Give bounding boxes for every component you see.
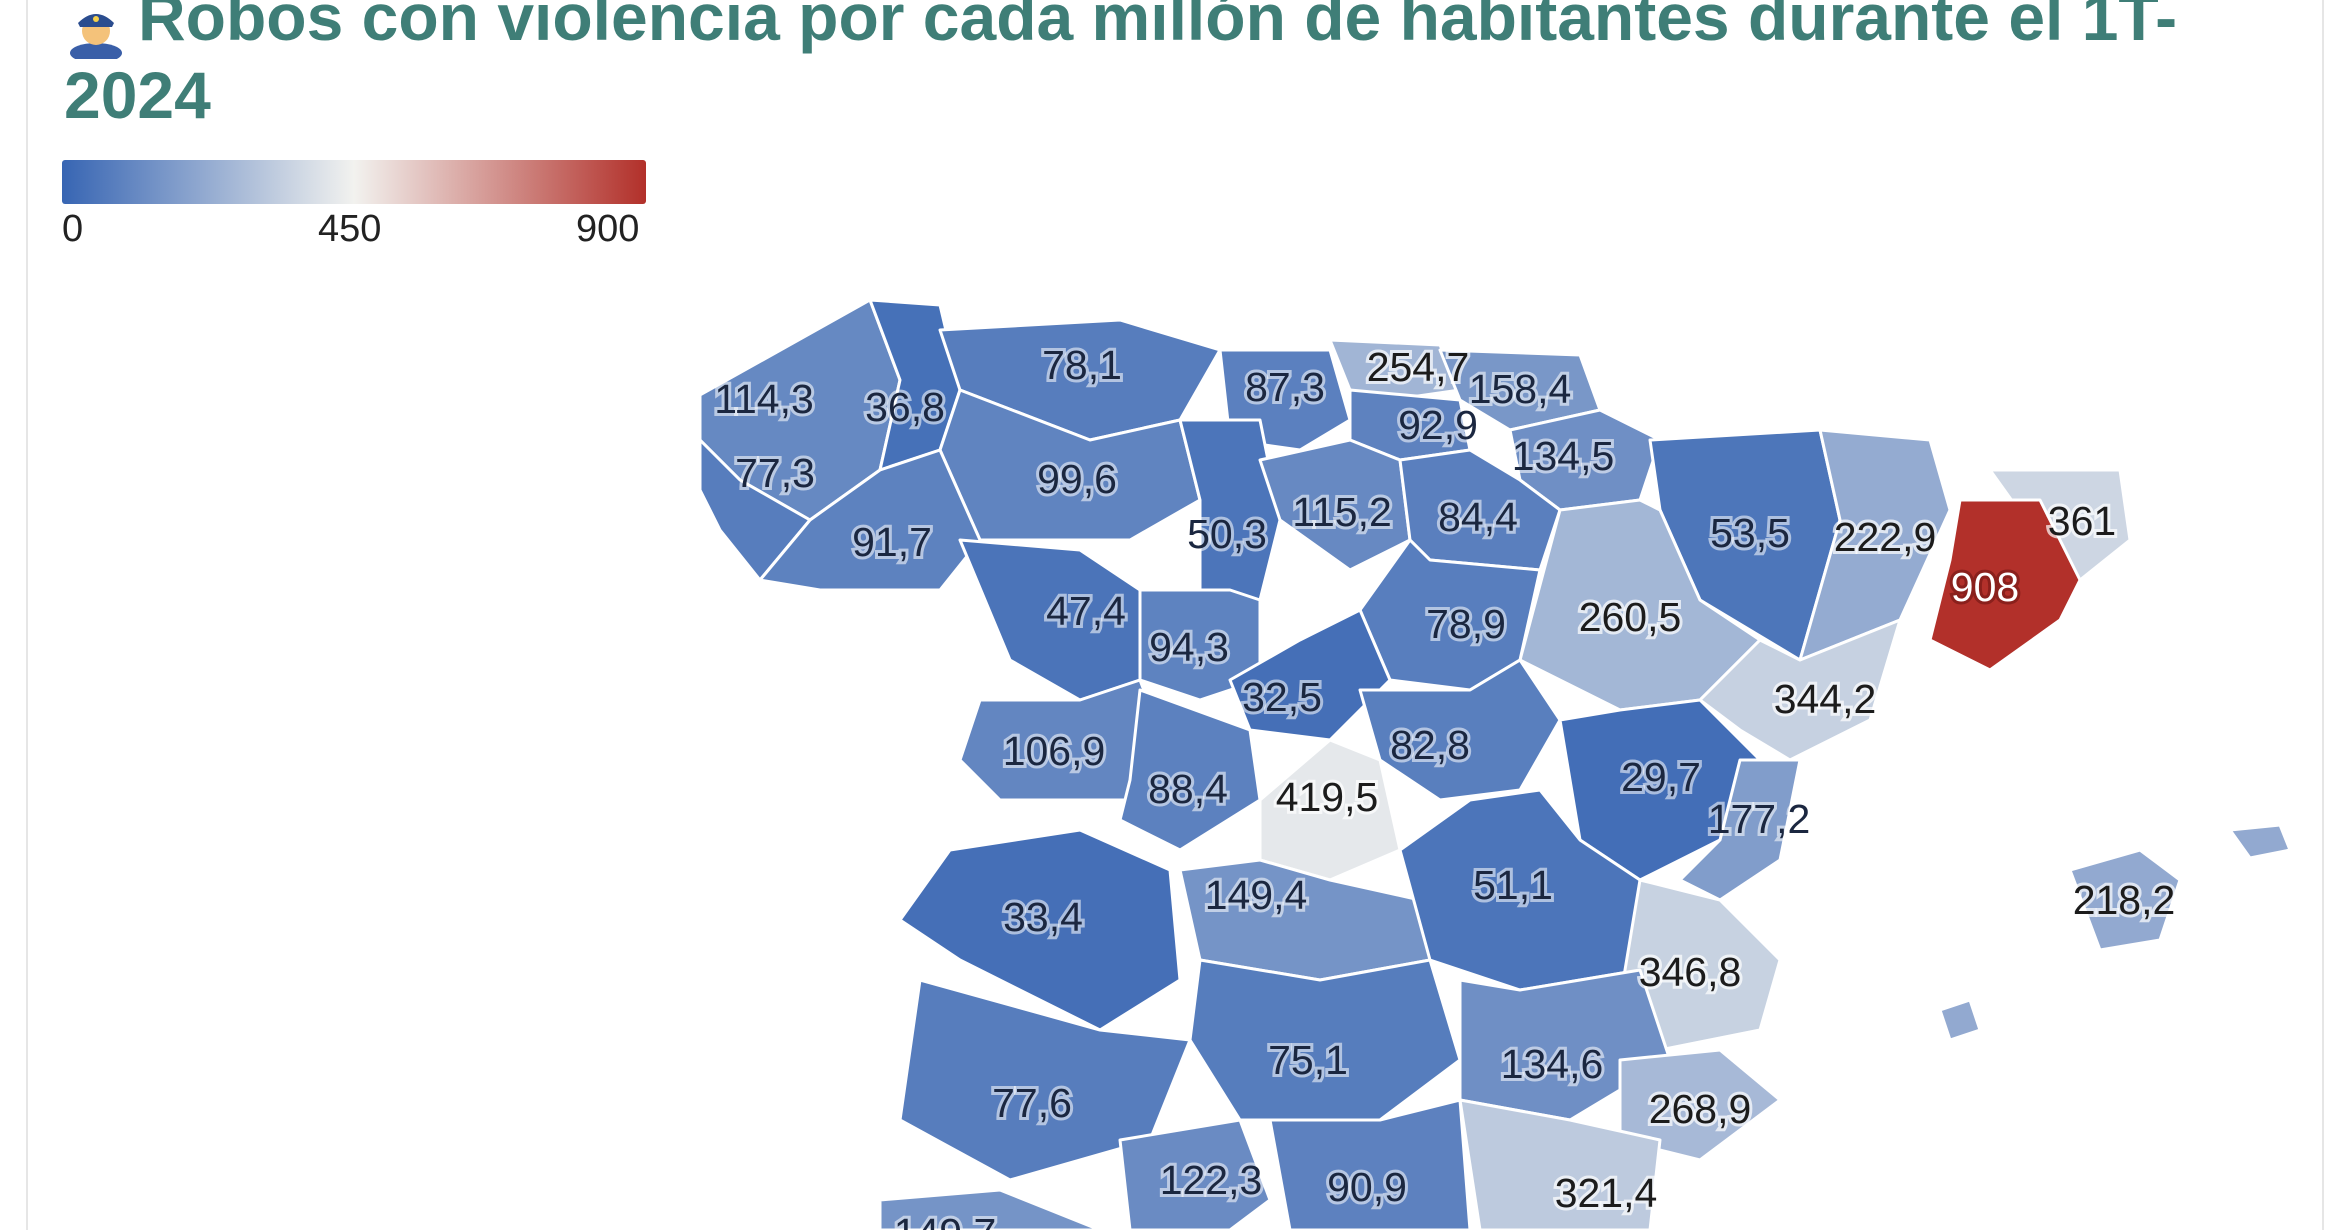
province-value-label: 92,9 [1398, 402, 1478, 448]
province-value-label: 254,7 [1367, 344, 1470, 390]
island-region [1938, 998, 1982, 1042]
province-value-label: 84,4 [1438, 494, 1518, 540]
map-title-text: Robos con violencia por cada millón de h… [64, 0, 2178, 132]
province-value-label: 149,7 [894, 1210, 997, 1230]
island-region [2228, 823, 2292, 860]
province-region [1698, 618, 1902, 762]
legend-min-label: 0 [62, 208, 84, 250]
province-value-label: 91,7 [852, 519, 932, 565]
province-region [1458, 1098, 1662, 1230]
province-value-label: 344,2 [1774, 676, 1877, 722]
province-region [1618, 1048, 1782, 1162]
province-value-label: 75,1 [1268, 1037, 1348, 1083]
province-value-label: 134,5 [1512, 433, 1615, 479]
province-region [1268, 1098, 1472, 1230]
province-value-label: 122,3 [1160, 1157, 1263, 1203]
province-value-label: 222,9 [1834, 514, 1937, 560]
province-value-label: 29,7 [1621, 754, 1701, 800]
province-region [1928, 498, 2082, 672]
province-region [1118, 688, 1262, 852]
legend-max-label: 900 [576, 208, 640, 250]
province-value-label: 268,9 [1649, 1086, 1752, 1132]
province-value-label: 134,6 [1501, 1041, 1604, 1087]
province-value-label: 50,3 [1187, 511, 1267, 557]
map-title: Robos con violencia por cada millón de h… [64, 0, 2284, 134]
province-region [898, 828, 1182, 1032]
province-region [1188, 958, 1462, 1122]
province-value-label: 82,8 [1390, 722, 1470, 768]
province-value-label: 94,3 [1149, 624, 1229, 670]
province-value-label: 77,3 [735, 450, 815, 496]
province-value-label: 90,9 [1327, 1164, 1407, 1210]
province-value-label: 51,1 [1473, 862, 1553, 908]
province-value-label: 78,1 [1042, 342, 1122, 388]
province-value-label: 419,5 [1276, 774, 1379, 820]
province-value-label: 346,8 [1639, 949, 1742, 995]
province-value-label: 88,4 [1148, 766, 1228, 812]
province-value-label: 87,3 [1245, 364, 1325, 410]
province-value-label: 106,9 [1003, 728, 1106, 774]
province-value-label: 32,5 [1242, 674, 1322, 720]
province-value-label: 99,6 [1037, 456, 1117, 502]
province-value-label: 218,2 [2073, 877, 2176, 923]
province-value-label: 47,4 [1046, 588, 1126, 634]
province-value-label: 36,8 [865, 384, 945, 430]
province-region [1118, 1118, 1272, 1230]
province-region [878, 1188, 1102, 1230]
province-value-label: 260,5 [1579, 594, 1682, 640]
province-value-label: 361 [2048, 498, 2116, 544]
province-value-label: 115,2 [1292, 489, 1392, 535]
province-value-label: 158,4 [1469, 366, 1572, 412]
legend-mid-label: 450 [318, 208, 382, 250]
province-region [758, 448, 982, 592]
province-value-label: 321,4 [1555, 1170, 1658, 1216]
province-value-label: 53,5 [1710, 510, 1790, 556]
province-region [1328, 338, 1462, 402]
province-value-label: 908 [1951, 564, 2019, 610]
province-value-label: 114,3 [714, 376, 814, 422]
province-region [1358, 658, 1562, 802]
legend-color-scale [62, 160, 646, 204]
province-region [2068, 848, 2182, 952]
province-value-label: 77,6 [992, 1080, 1072, 1126]
province-value-label: 177,2 [1708, 796, 1811, 842]
province-value-label: 149,4 [1205, 872, 1308, 918]
province-value-label: 78,9 [1426, 601, 1506, 647]
province-value-label: 33,4 [1003, 894, 1083, 940]
